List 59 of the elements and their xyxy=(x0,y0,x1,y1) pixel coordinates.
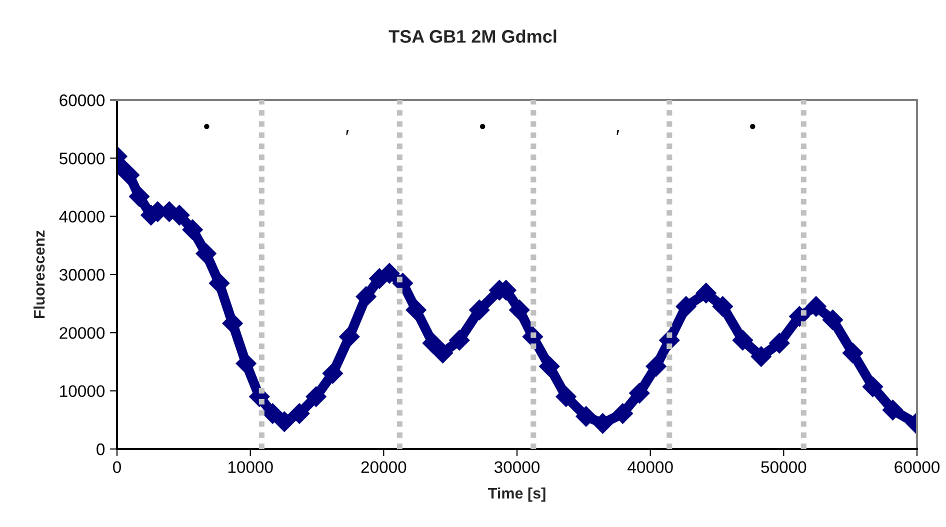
y-tick-label: 20000 xyxy=(60,327,105,339)
point xyxy=(509,300,530,320)
y-tick-label: 10000 xyxy=(60,385,105,398)
x-axis-title: Time [s] xyxy=(488,487,546,502)
point xyxy=(128,186,150,207)
point xyxy=(356,286,376,307)
point xyxy=(712,296,734,317)
point xyxy=(289,403,310,424)
point xyxy=(822,310,844,330)
point xyxy=(422,332,444,354)
x-tick-label: 0 xyxy=(113,461,121,474)
point xyxy=(576,406,596,427)
point xyxy=(842,342,864,364)
y-tick-label: 0 xyxy=(96,443,105,456)
point xyxy=(339,326,360,348)
annotation: ′ xyxy=(616,130,620,135)
point xyxy=(862,376,884,398)
point xyxy=(222,313,243,334)
point xyxy=(556,386,576,407)
chart-title: TSA GB1 2M Gdmcl xyxy=(388,30,556,43)
point xyxy=(306,386,326,407)
annotation: • xyxy=(750,124,756,130)
point xyxy=(196,243,216,264)
point xyxy=(539,356,560,377)
point xyxy=(696,282,716,304)
x-tick-label: 10000 xyxy=(228,461,273,474)
y-axis-title: Fluorescenz xyxy=(34,230,45,318)
point xyxy=(676,296,696,317)
point xyxy=(322,363,344,384)
x-tick-label: 20000 xyxy=(361,461,406,474)
x-tick-label: 40000 xyxy=(628,461,673,474)
point xyxy=(118,164,140,186)
x-tick-label: 60000 xyxy=(894,461,940,474)
point xyxy=(262,403,283,424)
point xyxy=(274,411,295,432)
y-tick-label: 30000 xyxy=(59,268,105,281)
x-tick-label: 50000 xyxy=(761,461,806,474)
annotation: • xyxy=(480,124,486,130)
point xyxy=(882,400,904,420)
annotation: • xyxy=(204,124,210,130)
point xyxy=(406,300,426,320)
point xyxy=(629,382,650,404)
point xyxy=(732,330,754,351)
y-tick-label: 50000 xyxy=(60,152,105,164)
point xyxy=(646,356,666,377)
point xyxy=(592,413,614,434)
point xyxy=(806,296,826,317)
y-tick-label: 40000 xyxy=(59,210,105,223)
point xyxy=(750,346,772,367)
point xyxy=(469,300,490,320)
x-tick-label: 30000 xyxy=(494,461,540,474)
point xyxy=(432,342,454,364)
point xyxy=(449,330,470,351)
annotation: ′ xyxy=(346,130,349,135)
point xyxy=(236,353,256,374)
point xyxy=(182,219,203,240)
point xyxy=(612,403,634,424)
point xyxy=(769,332,790,354)
y-tick-label: 60000 xyxy=(60,94,105,106)
